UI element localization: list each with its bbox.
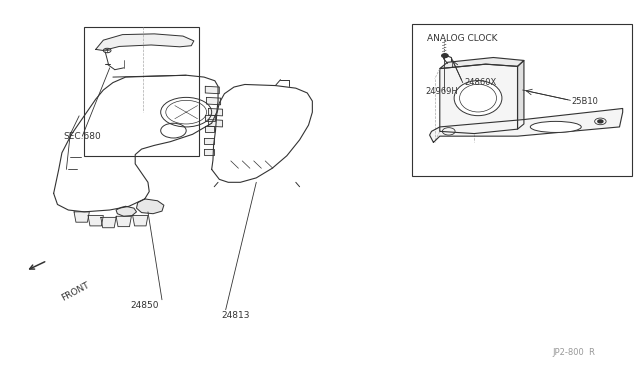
Text: JP2-800  R: JP2-800 R [552, 349, 595, 357]
Text: 24813: 24813 [221, 311, 250, 320]
Polygon shape [132, 215, 148, 226]
Polygon shape [136, 199, 164, 214]
Polygon shape [440, 58, 524, 68]
Polygon shape [429, 109, 623, 142]
Polygon shape [209, 109, 223, 116]
Polygon shape [205, 86, 220, 94]
Text: SEC.680: SEC.680 [64, 132, 102, 141]
Polygon shape [207, 97, 221, 105]
Polygon shape [440, 64, 518, 134]
Bar [84, 27, 199, 157]
Text: 25B10: 25B10 [572, 97, 598, 106]
Polygon shape [96, 34, 194, 51]
Polygon shape [205, 126, 214, 132]
Text: 24860X: 24860X [464, 78, 496, 87]
Polygon shape [100, 217, 116, 228]
Polygon shape [116, 216, 131, 227]
Ellipse shape [454, 81, 502, 116]
Polygon shape [518, 61, 524, 129]
Polygon shape [205, 115, 215, 121]
Polygon shape [116, 206, 136, 216]
Polygon shape [204, 149, 214, 155]
Polygon shape [74, 212, 90, 222]
Circle shape [442, 54, 448, 58]
Polygon shape [209, 119, 223, 127]
Circle shape [598, 120, 603, 123]
Text: 24969H: 24969H [425, 87, 458, 96]
Ellipse shape [531, 121, 581, 132]
Bar [412, 24, 632, 176]
Text: 24850: 24850 [131, 301, 159, 311]
Polygon shape [88, 215, 103, 226]
Text: ANALOG CLOCK: ANALOG CLOCK [427, 34, 497, 43]
Polygon shape [204, 138, 214, 144]
Text: FRONT: FRONT [60, 280, 91, 302]
